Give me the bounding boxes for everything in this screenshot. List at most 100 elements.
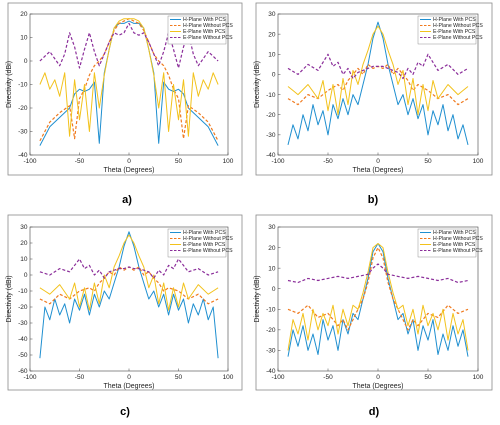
y-tick-label-a-6: 20	[20, 11, 28, 18]
y-tick-label-d-5: 10	[268, 265, 276, 272]
x-tick-label-b-2: 0	[376, 158, 380, 165]
x-tick-label-c-1: -50	[75, 374, 85, 381]
y-tick-label-b-0: -40	[266, 152, 276, 159]
x-tick-label-b-4: 100	[473, 158, 484, 165]
legend-label-a-2: E-Plane With PCS	[183, 29, 226, 35]
legend-label-b-1: H-Plane Without PCS	[433, 23, 483, 29]
series-line-d-2	[287, 243, 469, 351]
y-tick-label-c-0: -60	[18, 368, 28, 375]
y-axis-label-d: Directivity (dBi)	[254, 275, 261, 322]
y-axis-label-b: Directivity (dBi)	[254, 61, 261, 108]
panel-c: -100 -50 0 50 100-60-50-40-30-20-100102030Th…	[6, 214, 243, 391]
x-tick-label-d-1: -50	[323, 374, 333, 381]
legend-label-a-0: H-Plane With PCS	[183, 17, 226, 23]
x-axis-label-a: Theta (Degrees)	[104, 167, 155, 174]
y-tick-label-c-3: -30	[18, 320, 28, 327]
x-axis-label-c: Theta (Degrees)	[104, 383, 155, 390]
y-tick-label-d-3: -10	[266, 306, 276, 313]
chart-c-plot: -100 -50 0 50 100-60-50-40-30-20-100102030Th…	[6, 224, 234, 390]
y-tick-label-c-1: -50	[18, 352, 28, 359]
y-tick-label-d-1: -30	[266, 348, 276, 355]
y-axis-label-a: Directivity (dBi)	[6, 61, 13, 108]
caption-d: d)	[369, 406, 380, 418]
x-tick-label-c-4: 100	[223, 374, 234, 381]
series-line-b-3	[287, 53, 469, 80]
y-tick-label-b-2: -20	[266, 112, 276, 119]
x-tick-label-c-0: -100	[23, 374, 36, 381]
x-tick-label-a-0: -100	[23, 158, 36, 165]
x-axis-label-b: Theta (Degrees)	[353, 167, 404, 174]
x-tick-label-b-1: -50	[323, 158, 333, 165]
series-line-c-2	[39, 234, 219, 311]
y-tick-label-d-6: 20	[268, 245, 276, 252]
legend-label-b-3: E-Plane Without PCS	[433, 35, 483, 41]
legend-box-d	[417, 228, 477, 258]
x-tick-label-a-3: 50	[175, 158, 183, 165]
series-line-c-3	[39, 258, 219, 279]
y-tick-label-a-2: -20	[18, 105, 28, 112]
y-tick-label-a-3: -10	[18, 82, 28, 89]
legend-label-d-3: E-Plane Without PCS	[433, 248, 483, 254]
y-tick-label-b-1: -30	[266, 132, 276, 139]
legend-label-c-0: H-Plane With PCS	[183, 230, 226, 236]
y-tick-label-c-2: -40	[18, 336, 28, 343]
x-tick-label-d-3: 50	[424, 374, 432, 381]
x-tick-label-b-3: 50	[424, 158, 432, 165]
series-line-c-0	[39, 231, 219, 359]
legend-label-d-0: H-Plane With PCS	[433, 230, 476, 236]
legend-box-a	[167, 15, 227, 45]
legend-label-b-0: H-Plane With PCS	[433, 17, 476, 23]
panel-d-border	[255, 214, 493, 391]
legend-box-b	[417, 15, 477, 45]
x-axis-label-d: Theta (Degrees)	[353, 383, 404, 390]
legend-label-c-2: E-Plane With PCS	[183, 242, 226, 248]
series-line-d-3	[287, 263, 469, 284]
x-tick-label-d-2: 0	[376, 374, 380, 381]
caption-b: b)	[368, 194, 379, 206]
y-tick-label-c-7: 10	[20, 256, 28, 263]
y-tick-label-a-1: -30	[18, 129, 28, 136]
y-tick-label-d-4: 0	[272, 286, 276, 293]
series-line-a-2	[39, 18, 219, 137]
y-tick-label-c-4: -20	[18, 304, 28, 311]
y-tick-label-d-0: -40	[266, 368, 276, 375]
legend-label-a-1: H-Plane Without PCS	[183, 23, 233, 29]
y-tick-label-b-4: 0	[272, 72, 276, 79]
legend-label-d-1: H-Plane Without PCS	[433, 236, 483, 242]
y-tick-label-b-5: 10	[268, 51, 276, 58]
legend-label-d-2: E-Plane With PCS	[433, 242, 476, 248]
x-tick-label-a-4: 100	[223, 158, 234, 165]
y-tick-label-b-3: -10	[266, 92, 276, 99]
x-tick-label-d-0: -100	[271, 374, 284, 381]
y-tick-label-d-7: 30	[268, 224, 276, 231]
x-tick-label-a-1: -50	[75, 158, 85, 165]
y-tick-label-c-6: 0	[24, 272, 28, 279]
x-tick-label-c-2: 0	[127, 374, 131, 381]
legend-box-c	[167, 228, 227, 258]
panel-c-border	[7, 214, 243, 391]
y-tick-label-a-5: 10	[20, 35, 28, 42]
y-tick-label-d-2: -20	[266, 327, 276, 334]
series-line-d-1	[287, 247, 469, 331]
y-axis-label-c: Directivity (dBi)	[6, 275, 13, 322]
legend-label-a-3: E-Plane Without PCS	[183, 35, 233, 41]
caption-a: a)	[122, 194, 132, 206]
series-line-a-0	[39, 20, 219, 146]
series-line-b-2	[287, 25, 469, 116]
y-tick-label-c-8: 20	[20, 240, 28, 247]
series-line-b-0	[287, 21, 469, 146]
y-tick-label-b-7: 30	[268, 11, 276, 18]
series-line-a-3	[39, 22, 219, 69]
x-tick-label-b-0: -100	[271, 158, 284, 165]
caption-c: c)	[120, 406, 130, 418]
x-tick-label-a-2: 0	[127, 158, 131, 165]
y-tick-label-c-9: 30	[20, 224, 28, 231]
y-tick-label-b-6: 20	[268, 31, 276, 38]
legend-label-c-3: E-Plane Without PCS	[183, 248, 233, 254]
